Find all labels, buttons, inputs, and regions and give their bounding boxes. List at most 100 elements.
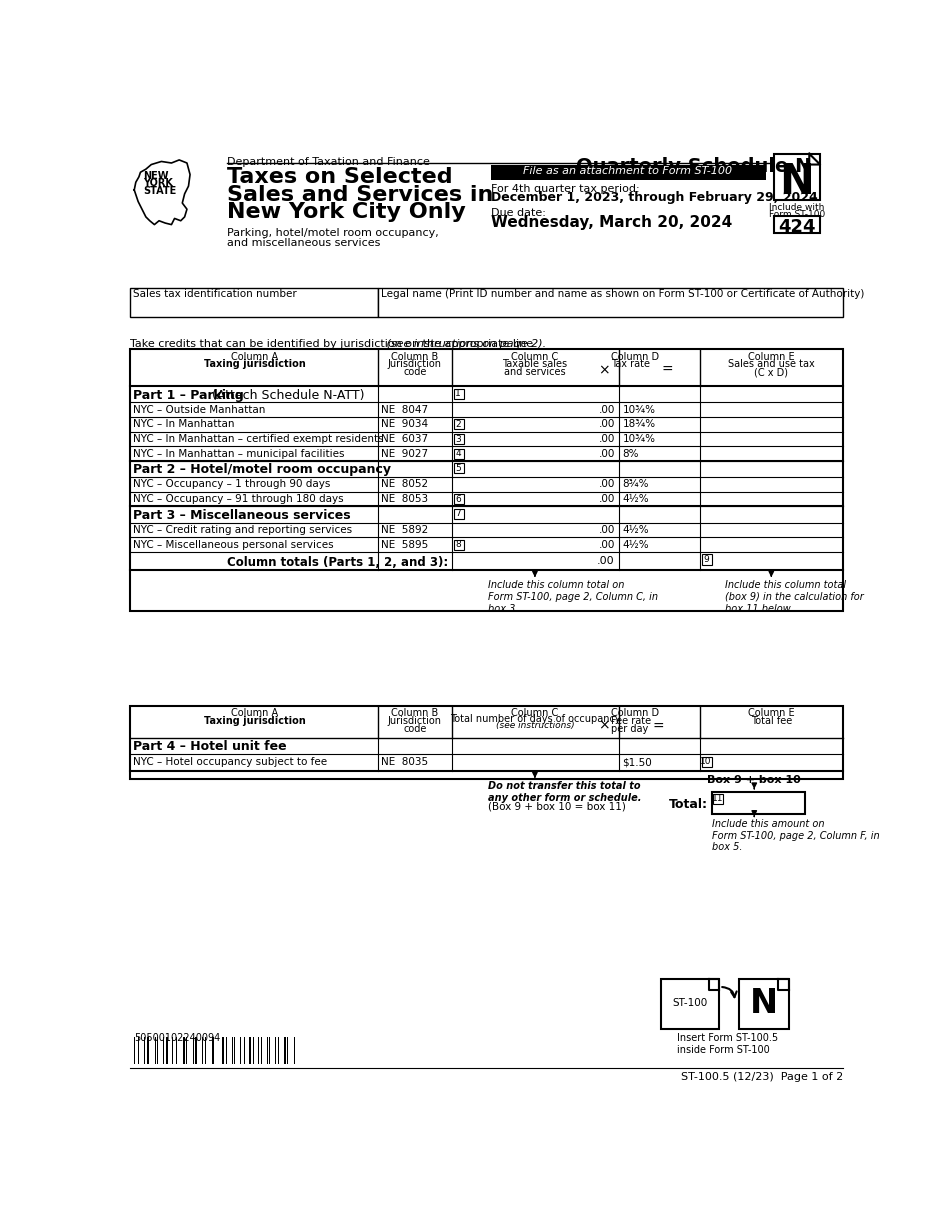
Text: code: code (403, 723, 427, 733)
Text: 1: 1 (455, 390, 461, 399)
Text: December 1, 2023, through February 29, 2024: December 1, 2023, through February 29, 2… (491, 192, 818, 204)
Bar (712, 792, 805, 814)
Text: 424: 424 (778, 219, 816, 236)
Text: 4½%: 4½% (622, 525, 649, 535)
Text: 8¾%: 8¾% (622, 480, 649, 490)
Bar (491, 165, 766, 180)
Text: Box 9 + box 10: Box 9 + box 10 (708, 775, 801, 785)
Bar (287, 1037, 289, 1064)
Text: Include with: Include with (770, 203, 825, 212)
Text: Column C: Column C (511, 352, 559, 362)
Text: .00: .00 (598, 525, 615, 535)
Text: N: N (750, 986, 778, 1020)
Text: NE  9034: NE 9034 (382, 419, 428, 429)
Bar (284, 1037, 286, 1064)
Text: .00: .00 (598, 556, 615, 566)
Text: Column C: Column C (511, 708, 559, 718)
Text: Total fee: Total fee (750, 716, 792, 726)
Text: ST-100: ST-100 (673, 999, 708, 1009)
Bar (267, 1037, 268, 1064)
Text: Taxable sales: Taxable sales (503, 359, 567, 369)
Bar (176, 1037, 177, 1064)
Text: Sales and Services in: Sales and Services in (227, 184, 494, 204)
Text: Insert Form ST-100.5
inside Form ST-100: Insert Form ST-100.5 inside Form ST-100 (676, 1033, 778, 1054)
Text: NYC – Occupancy – 1 through 90 days: NYC – Occupancy – 1 through 90 days (133, 480, 331, 490)
Text: Column A: Column A (231, 708, 278, 718)
Text: 8%: 8% (622, 449, 639, 459)
Text: NE  6037: NE 6037 (382, 434, 428, 444)
Text: (see instructions): (see instructions) (496, 721, 574, 731)
Bar (258, 1037, 259, 1064)
Bar (249, 1037, 251, 1064)
Text: NYC – Outside Manhattan: NYC – Outside Manhattan (133, 405, 266, 415)
Text: Quarterly Schedule N: Quarterly Schedule N (576, 157, 811, 176)
Text: 8: 8 (455, 540, 461, 550)
Text: Department of Taxation and Finance: Department of Taxation and Finance (227, 157, 430, 167)
Text: Column E: Column E (748, 352, 794, 362)
Bar (453, 509, 464, 519)
Text: 5: 5 (455, 464, 461, 474)
Text: NYC – Hotel occupancy subject to fee: NYC – Hotel occupancy subject to fee (133, 758, 328, 768)
Text: 10¾%: 10¾% (622, 434, 655, 444)
Bar (661, 979, 719, 1030)
Text: NYC – Miscellaneous personal services: NYC – Miscellaneous personal services (133, 540, 334, 550)
Text: NYC – In Manhattan – certified exempt residents: NYC – In Manhattan – certified exempt re… (133, 434, 384, 444)
Text: .00: .00 (598, 540, 615, 550)
Text: Column B: Column B (391, 708, 439, 718)
Text: 10¾%: 10¾% (622, 405, 655, 415)
Text: NYC – In Manhattan: NYC – In Manhattan (133, 419, 235, 429)
Bar (243, 1037, 245, 1064)
Text: Parking, hotel/motel room occupancy,: Parking, hotel/motel room occupancy, (227, 229, 439, 239)
Bar (453, 419, 464, 429)
Bar (378, 288, 844, 317)
Text: Column B: Column B (391, 352, 439, 362)
Bar (130, 349, 844, 611)
Bar (134, 1037, 136, 1064)
Polygon shape (134, 160, 190, 225)
Text: File as an attachment to Form ST-100: File as an attachment to Form ST-100 (523, 166, 732, 176)
Text: 7: 7 (455, 509, 461, 519)
Text: 11: 11 (712, 795, 724, 803)
Bar (240, 1037, 241, 1064)
Text: For 4th quarter tax period:: For 4th quarter tax period: (491, 183, 639, 194)
Bar (701, 756, 712, 768)
Text: Part 2 – Hotel/motel room occupancy: Part 2 – Hotel/motel room occupancy (133, 464, 391, 476)
Text: Part 4 – Hotel unit fee: Part 4 – Hotel unit fee (133, 740, 287, 754)
Bar (166, 1037, 168, 1064)
Bar (453, 540, 464, 550)
Bar (193, 1037, 194, 1064)
Bar (226, 1037, 227, 1064)
Text: (C x D): (C x D) (754, 367, 788, 378)
Text: Wednesday, March 20, 2024: Wednesday, March 20, 2024 (491, 215, 732, 230)
Bar (201, 1037, 203, 1064)
Text: 10: 10 (700, 758, 712, 766)
Text: Include this column total
(box 9) in the calculation for
box 11 below.: Include this column total (box 9) in the… (725, 581, 864, 614)
Text: 4½%: 4½% (622, 540, 649, 550)
Bar (275, 1037, 276, 1064)
Bar (773, 216, 820, 232)
Text: .00: .00 (598, 434, 615, 444)
Text: Include this amount on
Form ST-100, page 2, Column F, in
box 5.: Include this amount on Form ST-100, page… (712, 819, 880, 852)
Text: NYC – In Manhattan – municipal facilities: NYC – In Manhattan – municipal facilitie… (133, 449, 345, 459)
Text: ST-100.5 (12/23)  Page 1 of 2: ST-100.5 (12/23) Page 1 of 2 (681, 1071, 844, 1081)
Bar (147, 1037, 149, 1064)
Text: Form ST-100: Form ST-100 (769, 210, 825, 219)
Text: (Attach Schedule N-ATT): (Attach Schedule N-ATT) (208, 389, 365, 402)
Bar (232, 1037, 233, 1064)
Text: 3: 3 (455, 435, 461, 444)
Bar (739, 979, 789, 1030)
Bar (196, 1037, 198, 1064)
Bar (143, 1037, 144, 1064)
Text: 9: 9 (703, 555, 709, 563)
Text: (Box 9 + box 10 = box 11): (Box 9 + box 10 = box 11) (488, 801, 626, 812)
Text: Taxing jurisdiction: Taxing jurisdiction (203, 716, 305, 726)
Text: (see instructions on page 2).: (see instructions on page 2). (383, 338, 546, 348)
Text: Do not transfer this total to
any other form or schedule.: Do not transfer this total to any other … (488, 781, 642, 803)
Bar (453, 389, 464, 399)
Text: NE  8052: NE 8052 (382, 480, 428, 490)
Text: .00: .00 (598, 449, 615, 459)
Text: NYC – Occupancy – 91 through 180 days: NYC – Occupancy – 91 through 180 days (133, 494, 344, 504)
Text: NE  8053: NE 8053 (382, 494, 428, 504)
Text: and miscellaneous services: and miscellaneous services (227, 237, 381, 247)
Text: New York City Only: New York City Only (227, 202, 466, 223)
